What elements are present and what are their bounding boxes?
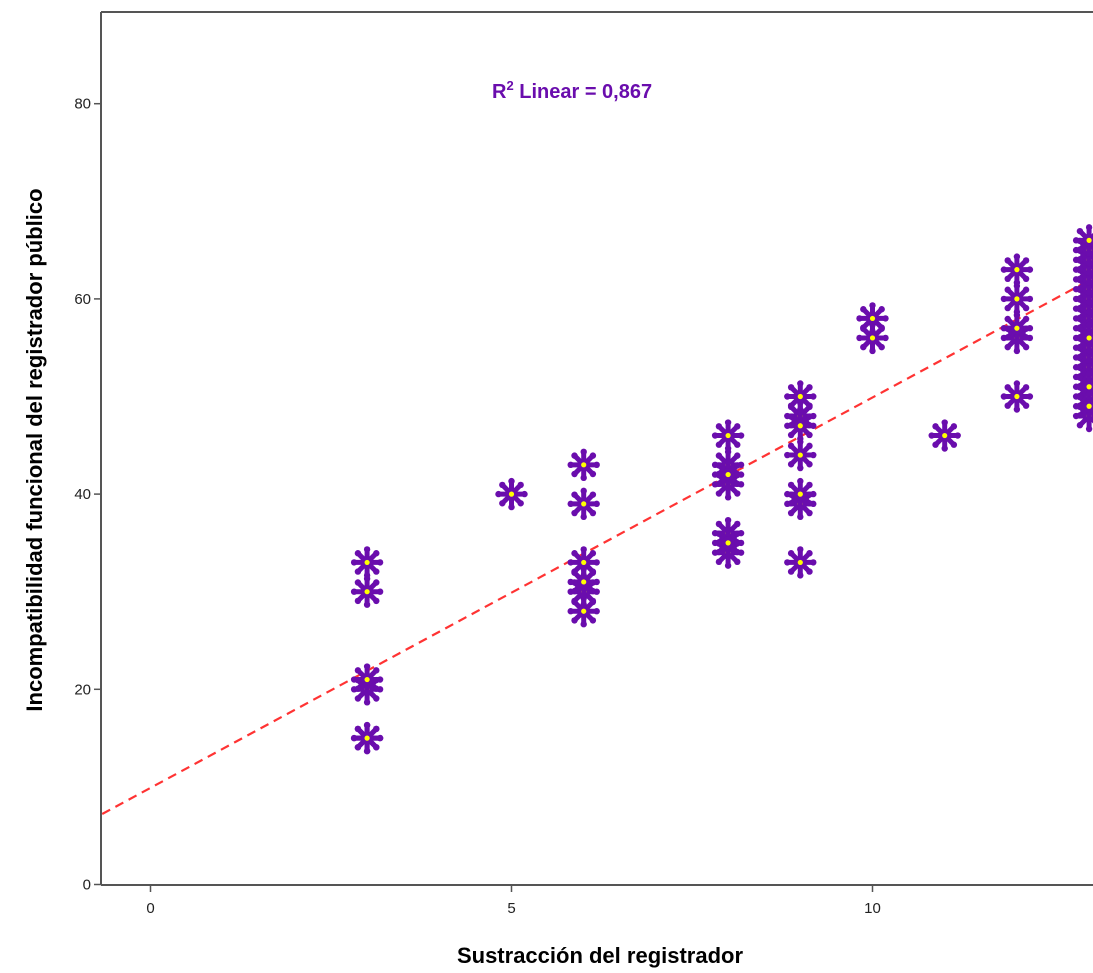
y-tick-label: 40 [74, 486, 91, 503]
r2-r: R [492, 81, 507, 103]
data-point [784, 477, 817, 511]
data-point [567, 565, 600, 599]
y-tick-label: 20 [74, 681, 91, 698]
data-point [1000, 282, 1034, 316]
data-point [784, 546, 817, 579]
y-axis-title: Incompatibilidad funcional del registrad… [22, 188, 47, 711]
data-point [1000, 311, 1034, 345]
y-tick-label: 60 [74, 291, 91, 308]
data-point [928, 419, 961, 452]
r2-superscript: 2 [506, 78, 513, 93]
data-point [784, 438, 817, 472]
data-point [711, 526, 745, 560]
r2-text: Linear = 0,867 [514, 81, 652, 103]
data-point [711, 419, 745, 452]
y-tick-label: 80 [74, 96, 91, 113]
data-point [567, 487, 600, 521]
x-tick-label: 0 [146, 900, 154, 917]
x-axis-title: Sustracción del registrador [457, 943, 744, 968]
data-point [495, 477, 528, 511]
data-point [1000, 253, 1034, 286]
x-tick-label: 5 [507, 900, 515, 917]
r2-annotation: R2 Linear = 0,867 [492, 78, 652, 103]
data-point [711, 458, 745, 491]
data-point [856, 302, 889, 335]
x-tick-label: 10 [864, 900, 881, 917]
data-point [350, 663, 384, 696]
data-point [1072, 224, 1093, 257]
y-tick-label: 0 [83, 877, 91, 894]
data-point [350, 546, 384, 579]
plot-area-background [101, 12, 1093, 885]
data-point [1072, 390, 1093, 423]
data-point [567, 448, 600, 482]
data-point [1072, 321, 1093, 355]
data-point [350, 575, 384, 608]
data-point [784, 409, 817, 442]
data-point [350, 721, 384, 755]
data-point [1000, 380, 1034, 413]
data-point [784, 380, 817, 413]
